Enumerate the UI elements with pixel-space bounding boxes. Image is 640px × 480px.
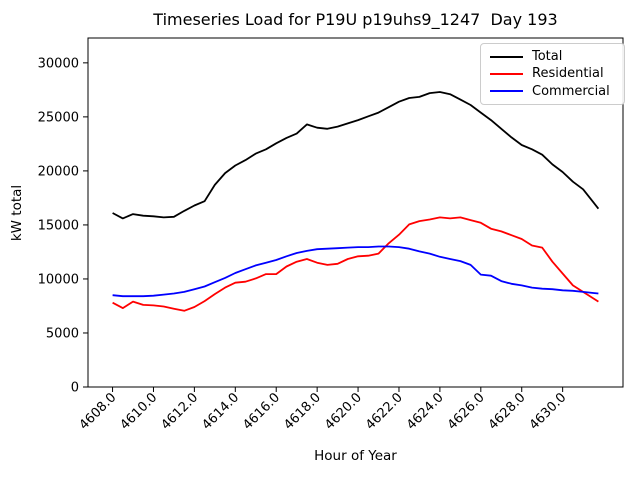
legend-entry-total: Total (490, 48, 615, 65)
x-tick-label: 4620.0 (322, 390, 365, 433)
y-tick-label: 10000 (38, 272, 79, 287)
residential-line-swatch (490, 72, 523, 75)
legend-label-residential: Residential (532, 66, 604, 82)
x-tick-label: 4624.0 (404, 390, 447, 433)
y-tick-label: 25000 (38, 110, 79, 125)
x-tick-label: 4610.0 (118, 390, 161, 433)
y-tick-label: 30000 (38, 56, 79, 71)
plot-frame (87, 37, 624, 388)
legend-label-commercial: Commercial (532, 83, 610, 99)
total-line (112, 91, 600, 220)
y-tick-label: 5000 (46, 326, 79, 341)
y-tick-label: 15000 (38, 218, 79, 233)
x-tick-label: 4630.0 (527, 390, 570, 433)
y-tick-label: 0 (71, 381, 79, 396)
x-tick-label: 4612.0 (158, 390, 201, 433)
x-tick-label: 4622.0 (363, 390, 406, 433)
chart-title: Timeseries Load for P19U p19uhs9_1247 Da… (153, 10, 558, 29)
x-tick-label: 4614.0 (199, 390, 242, 433)
y-tick-label: 20000 (38, 164, 79, 179)
y-axis-label: kW total (9, 184, 25, 242)
x-axis-ticks: 4608.04610.04612.04614.04616.04618.04620… (77, 387, 570, 433)
x-tick-label: 4626.0 (445, 390, 488, 433)
commercial-line-swatch (490, 90, 523, 93)
legend-entry-residential: Residential (490, 65, 615, 82)
x-tick-label: 4618.0 (281, 390, 324, 433)
legend-entry-commercial: Commercial (490, 83, 615, 100)
total-line-swatch (490, 55, 523, 58)
residential-line (112, 216, 599, 312)
x-axis-label: Hour of Year (314, 448, 397, 464)
x-tick-label: 4608.0 (77, 390, 120, 433)
legend: Total Residential Commercial (480, 43, 625, 105)
x-tick-label: 4628.0 (486, 390, 529, 433)
commercial-line (112, 245, 599, 298)
y-axis-ticks: 0 5000 10000 15000 20000 25000 30000 (38, 56, 88, 396)
legend-label-total: Total (532, 49, 563, 65)
x-tick-label: 4616.0 (240, 390, 283, 433)
